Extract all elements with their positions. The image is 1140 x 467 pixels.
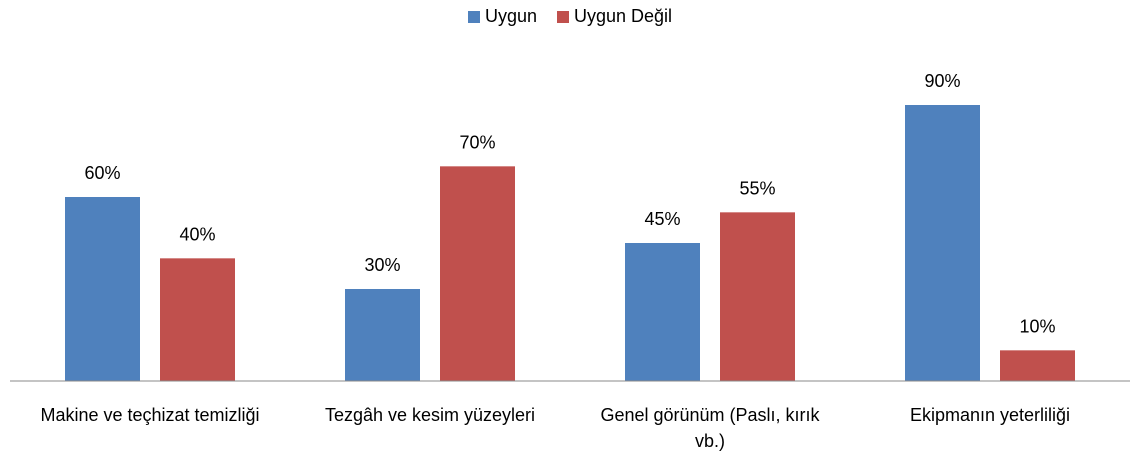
value-label: 45% [644, 209, 680, 229]
legend-label: Uygun [484, 6, 537, 26]
value-label: 60% [84, 163, 120, 183]
legend-swatch [467, 10, 480, 23]
bar [720, 212, 795, 381]
legend-label: Uygun Değil [573, 6, 673, 26]
value-label: 90% [924, 71, 960, 91]
value-label: 30% [364, 255, 400, 275]
bar [160, 258, 235, 381]
value-label: 10% [1019, 316, 1055, 336]
bar [1000, 350, 1075, 381]
x-tick-label: Makine ve teçhizat temizliği [40, 405, 260, 425]
x-tick-label: Genel görünüm (Paslı, kırık vb.) [600, 405, 820, 451]
legend-item: Uygun Değil [556, 6, 673, 27]
value-label: 70% [459, 132, 495, 152]
bar [345, 289, 420, 381]
bar [625, 243, 700, 381]
bar [65, 197, 140, 381]
legend: Uygun Uygun Değil [0, 6, 1140, 27]
value-label: 40% [179, 224, 215, 244]
legend-item: Uygun [467, 6, 537, 27]
x-tick-label: Ekipmanın yeterliliği [909, 405, 1071, 425]
legend-swatch [556, 10, 569, 23]
bar [905, 105, 980, 381]
x-tick-label: Tezgâh ve kesim yüzeyleri [324, 405, 536, 425]
value-label: 55% [739, 178, 775, 198]
bar [440, 166, 515, 381]
